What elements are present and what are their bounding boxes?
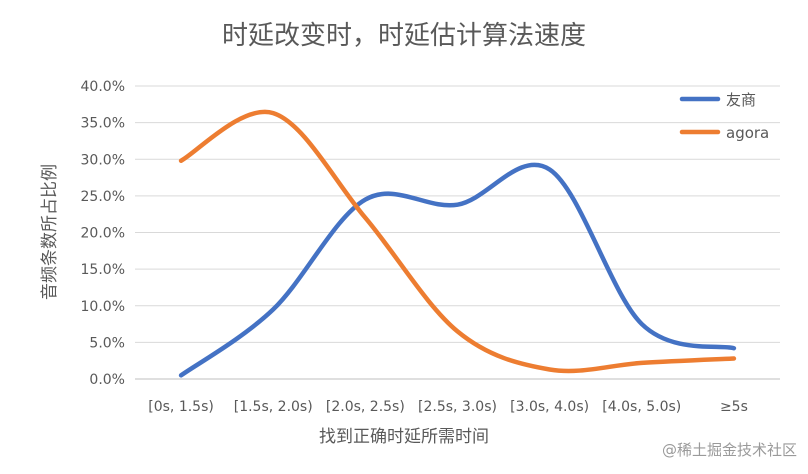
y-tick-label: 25.0% (81, 189, 125, 205)
y-tick-label: 30.0% (81, 152, 125, 168)
series-line-1 (178, 162, 737, 378)
series-lines (178, 109, 737, 378)
legend-label: 友商 (726, 91, 756, 109)
y-tick-label: 15.0% (81, 262, 125, 278)
y-tick-label: 35.0% (81, 116, 125, 132)
y-tick-label: 5.0% (89, 335, 125, 351)
x-tick-label: [4.0s, 5.0s) (602, 399, 681, 415)
x-tick-label: [2.0s, 2.5s) (326, 399, 405, 415)
x-tick-label: [0s, 1.5s) (148, 399, 214, 415)
y-axis-label: 音频条数所占比例 (40, 164, 60, 300)
x-tick-label: [3.0s, 4.0s) (510, 399, 589, 415)
legend: 友商 agora (679, 91, 769, 142)
x-axis-label: 找到正确时延所需时间 (319, 427, 489, 447)
x-tick-label: ≥5s (720, 399, 748, 415)
x-tick-label: [1.5s, 2.0s) (234, 399, 313, 415)
y-axis-ticks: 0.0% 5.0% 10.0% 15.0% 20.0% 25.0% 30.0% 35.0% 40… (81, 79, 125, 388)
y-tick-label: 0.0% (89, 372, 125, 388)
gridlines (135, 85, 780, 380)
y-tick-label: 10.0% (81, 299, 125, 315)
x-axis-ticks: [0s, 1.5s) [1.5s, 2.0s) [2.0s, 2.5s) [2.5s,… (148, 399, 748, 415)
chart-title: 时延改变时，时延估计算法速度 (222, 21, 586, 51)
legend-label: agora (726, 124, 769, 142)
watermark-text: @稀土掘金技术社区 (662, 441, 797, 459)
x-tick-label: [2.5s, 3.0s) (418, 399, 497, 415)
y-tick-label: 20.0% (81, 226, 125, 242)
series-line-2 (178, 109, 737, 374)
y-tick-label: 40.0% (81, 79, 125, 95)
